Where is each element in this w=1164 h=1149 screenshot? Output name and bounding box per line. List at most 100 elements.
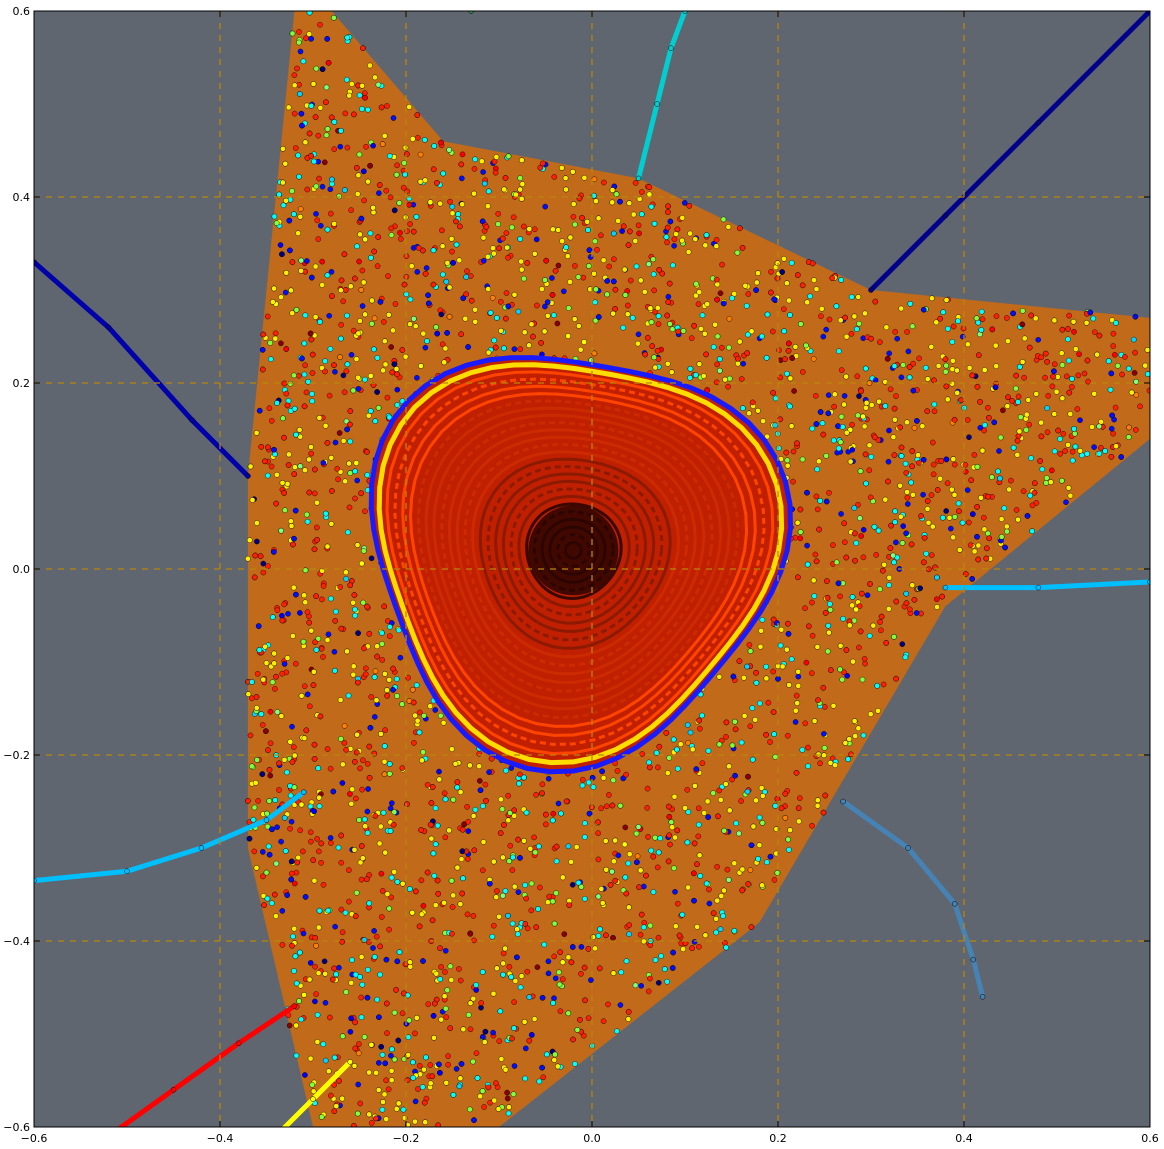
- scatter-point: [245, 798, 251, 804]
- scatter-point: [412, 888, 419, 895]
- scatter-point: [809, 425, 816, 432]
- scatter-point: [753, 287, 759, 293]
- scatter-point: [308, 36, 314, 42]
- scatter-point: [254, 520, 260, 526]
- scatter-point: [316, 803, 323, 810]
- scatter-point: [686, 202, 693, 209]
- scatter-point: [441, 993, 448, 1000]
- scatter-point: [560, 976, 566, 983]
- scatter-point: [670, 736, 677, 743]
- scatter-point: [433, 970, 440, 977]
- scatter-point: [658, 953, 664, 959]
- scatter-point: [375, 404, 382, 411]
- scatter-point: [662, 966, 668, 972]
- scatter-point: [819, 420, 826, 427]
- scatter-point: [551, 995, 557, 1002]
- scatter-point: [384, 103, 390, 109]
- scatter-point: [998, 516, 1005, 522]
- scatter-point: [571, 316, 578, 322]
- scatter-point: [890, 434, 897, 440]
- scatter-point: [848, 751, 854, 758]
- scatter-point: [391, 361, 398, 367]
- scatter-point: [414, 112, 421, 118]
- scatter-point: [931, 401, 938, 408]
- scatter-point: [586, 247, 593, 253]
- scatter-point: [1137, 403, 1143, 410]
- scatter-point: [852, 530, 858, 537]
- scatter-point: [291, 968, 297, 974]
- scatter-point: [293, 869, 300, 876]
- scatter-point: [641, 938, 647, 945]
- scatter-point: [790, 448, 797, 455]
- scatter-point: [822, 792, 829, 799]
- scatter-point: [570, 944, 576, 950]
- scatter-point: [364, 808, 371, 815]
- scatter-point: [355, 330, 362, 337]
- scatter-point: [1026, 344, 1033, 351]
- scatter-point: [1023, 427, 1029, 433]
- scatter-point: [977, 399, 983, 405]
- scatter-point: [364, 761, 371, 767]
- scatter-point: [251, 574, 258, 581]
- scatter-point: [539, 286, 545, 292]
- scatter-point: [749, 399, 756, 406]
- scatter-point: [394, 386, 401, 393]
- scatter-point: [449, 248, 455, 255]
- scatter-point: [1094, 351, 1100, 358]
- scatter-point: [693, 292, 699, 299]
- scatter-point: [306, 976, 313, 983]
- scatter-point: [1043, 475, 1050, 481]
- scatter-point: [633, 830, 640, 837]
- scatter-point: [969, 372, 976, 379]
- scatter-point: [379, 1052, 386, 1058]
- scatter-point: [770, 389, 776, 396]
- scatter-point: [702, 330, 708, 337]
- scatter-point: [636, 884, 642, 891]
- scatter-point: [677, 741, 684, 748]
- scatter-point: [866, 467, 873, 474]
- scatter-point: [381, 603, 388, 610]
- scatter-point: [738, 798, 744, 804]
- scatter-point: [325, 631, 332, 638]
- scatter-point: [246, 537, 253, 544]
- scatter-point: [478, 158, 485, 165]
- scatter-point: [318, 840, 325, 847]
- scatter-point: [305, 378, 312, 385]
- scatter-point: [340, 298, 347, 305]
- scatter-point: [665, 299, 672, 305]
- scatter-point: [899, 540, 906, 546]
- scatter-point: [900, 362, 907, 368]
- scatter-point: [539, 1064, 545, 1071]
- scatter-point: [916, 355, 922, 362]
- scatter-point: [410, 1059, 416, 1066]
- scatter-point: [974, 504, 980, 510]
- scatter-point: [349, 786, 356, 793]
- scatter-point: [260, 893, 267, 899]
- scatter-point: [832, 391, 838, 398]
- scatter-point: [379, 141, 386, 147]
- scatter-point: [515, 308, 522, 315]
- scatter-point: [292, 953, 299, 960]
- scatter-point: [943, 383, 950, 390]
- scatter-point: [296, 998, 302, 1004]
- scatter-point: [1010, 444, 1017, 451]
- scatter-point: [297, 213, 304, 220]
- scatter-point: [580, 776, 586, 783]
- scatter-point: [427, 199, 434, 205]
- scatter-point: [274, 607, 281, 614]
- scatter-point: [893, 675, 899, 682]
- scatter-point: [600, 1018, 607, 1025]
- scatter-point: [992, 342, 999, 349]
- scatter-point: [378, 1044, 385, 1050]
- scatter-point: [412, 712, 418, 719]
- scatter-point: [336, 430, 343, 436]
- scatter-point: [353, 460, 360, 466]
- scatter-point: [432, 707, 439, 713]
- scatter-point: [342, 110, 349, 117]
- scatter-point: [390, 665, 396, 672]
- scatter-point: [930, 471, 937, 478]
- scatter-point: [343, 576, 349, 582]
- scatter-point: [697, 725, 703, 732]
- scatter-point: [704, 301, 711, 307]
- scatter-point: [394, 371, 400, 378]
